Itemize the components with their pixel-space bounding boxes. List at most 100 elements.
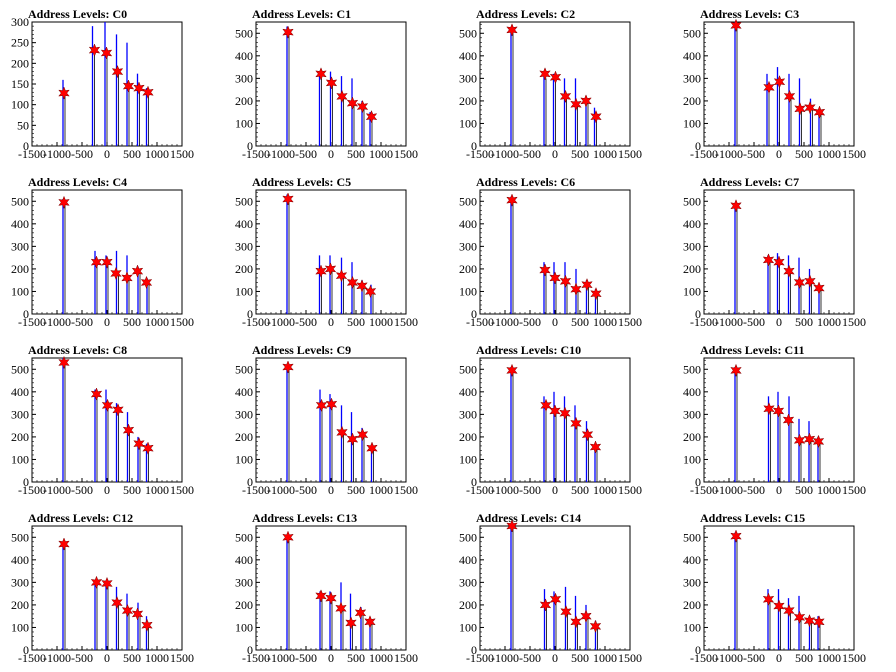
plot-frame <box>479 525 631 651</box>
x-tick-label: -1000 <box>43 315 71 329</box>
x-tick-label: 500 <box>571 315 589 329</box>
x-tick-label: 1000 <box>145 483 169 497</box>
y-tick-label: 100 <box>459 284 477 298</box>
x-tick-label: 1500 <box>170 651 194 665</box>
peak-marker <box>549 404 561 418</box>
x-tick-label: -1500 <box>18 315 46 329</box>
peak-marker <box>773 599 785 613</box>
y-tick-label: 400 <box>459 385 477 399</box>
x-tick-label: 1500 <box>394 483 418 497</box>
y-tick-label: 0 <box>247 643 253 657</box>
x-tick-label: 500 <box>123 651 141 665</box>
peak-marker <box>133 436 145 451</box>
y-tick-label: 100 <box>235 452 253 466</box>
peak-marker <box>325 591 337 605</box>
y-tick-label: 500 <box>683 362 701 376</box>
peak-marker <box>282 530 294 544</box>
peak-marker <box>121 603 134 618</box>
plot-frame <box>31 189 183 315</box>
y-tick-label: 0 <box>23 307 29 321</box>
chart-panel-c15: Address Levels: C15 0 100 200 300 400 500 -1500… <box>683 511 866 665</box>
peak-marker <box>812 434 825 449</box>
x-tick-label: -1500 <box>18 483 46 497</box>
x-tick-label: -500 <box>519 147 541 161</box>
x-tick-label: 0 <box>328 483 334 497</box>
chart-title: Address Levels: C8 <box>28 343 127 357</box>
x-tick-label: 1000 <box>369 483 393 497</box>
y-tick-label: 400 <box>235 385 253 399</box>
x-tick-label: 0 <box>104 315 110 329</box>
peak-marker <box>356 279 368 293</box>
peak-marker <box>773 75 786 89</box>
x-tick-label: 1500 <box>842 483 866 497</box>
peak-marker <box>122 79 135 93</box>
x-tick-label: 1500 <box>618 315 642 329</box>
peak-marker <box>549 70 562 84</box>
peak-marker <box>803 614 816 628</box>
chart-panel-c3: Address Levels: C30100200300400500-1500-… <box>683 7 866 161</box>
chart-title: Address Levels: C10 <box>476 343 581 357</box>
peak-marker <box>335 601 347 615</box>
peak-marker <box>315 398 328 413</box>
y-tick-label: 0 <box>247 475 253 489</box>
y-tick-label: 500 <box>11 362 29 376</box>
y-tick-label: 250 <box>11 36 29 50</box>
y-tick-label: 0 <box>695 139 701 153</box>
peak-marker <box>364 284 377 299</box>
y-tick-label: 0 <box>23 139 29 153</box>
plot-frame <box>479 189 631 315</box>
chart-panel-c9: Address Levels: C90100200300400500-1500-… <box>235 343 418 497</box>
y-tick-label: 150 <box>11 77 29 91</box>
peak-marker <box>111 595 123 610</box>
x-tick-label: 500 <box>795 315 813 329</box>
x-tick-label: -1000 <box>491 483 519 497</box>
plot-frame <box>479 21 631 147</box>
y-tick-label: 500 <box>235 26 253 40</box>
y-tick-label: 200 <box>235 94 253 108</box>
peak-marker <box>783 89 796 104</box>
peak-marker <box>325 397 338 411</box>
y-tick-label: 300 <box>683 71 701 85</box>
chart-panel-c4: Address Levels: C40100200300400500-1500-… <box>11 175 194 329</box>
x-tick-label: 0 <box>328 315 334 329</box>
x-tick-label: -1000 <box>43 651 71 665</box>
y-tick-label: 500 <box>11 530 29 544</box>
peak-marker <box>366 441 378 455</box>
x-tick-label: 500 <box>347 315 365 329</box>
peak-marker <box>730 363 742 378</box>
peak-marker <box>346 432 359 446</box>
peak-marker <box>325 76 338 90</box>
peak-marker <box>763 80 775 95</box>
y-tick-label: 500 <box>683 194 701 208</box>
peak-marker <box>354 606 367 620</box>
peak-marker <box>813 281 825 295</box>
y-tick-label: 300 <box>235 407 253 421</box>
y-tick-label: 100 <box>11 98 29 112</box>
x-tick-label: 1000 <box>145 147 169 161</box>
y-tick-label: 100 <box>683 620 701 634</box>
chart-panel-c12: Address Levels: C12 0 100 200 300 400 500 -1500… <box>11 511 194 665</box>
chart-title: Address Levels: C13 <box>252 511 357 525</box>
y-tick-label: 100 <box>683 116 701 130</box>
peak-marker <box>539 263 551 277</box>
x-tick-label: 1000 <box>817 483 841 497</box>
chart-panel-c11: Address Levels: C11 0 100 200 300 400 500 -1500… <box>683 343 866 497</box>
x-tick-label: -500 <box>743 147 765 161</box>
y-tick-label: 500 <box>235 530 253 544</box>
x-tick-label: 0 <box>776 483 782 497</box>
peak-marker <box>346 96 359 110</box>
x-tick-label: -500 <box>71 315 93 329</box>
chart-title: Address Levels: C1 <box>252 7 351 21</box>
peak-marker <box>58 537 70 551</box>
y-tick-label: 400 <box>683 49 701 63</box>
chart-panel-c7: Address Levels: C70100200300400500-1500-… <box>683 175 866 329</box>
x-tick-label: -1000 <box>715 483 743 497</box>
peak-marker <box>549 271 561 285</box>
peak-marker <box>90 575 103 590</box>
peak-marker <box>110 266 122 281</box>
y-tick-label: 300 <box>235 71 253 85</box>
x-tick-label: -1500 <box>690 651 718 665</box>
y-tick-label: 500 <box>235 362 253 376</box>
x-tick-label: 1500 <box>618 147 642 161</box>
peak-marker <box>365 110 378 124</box>
